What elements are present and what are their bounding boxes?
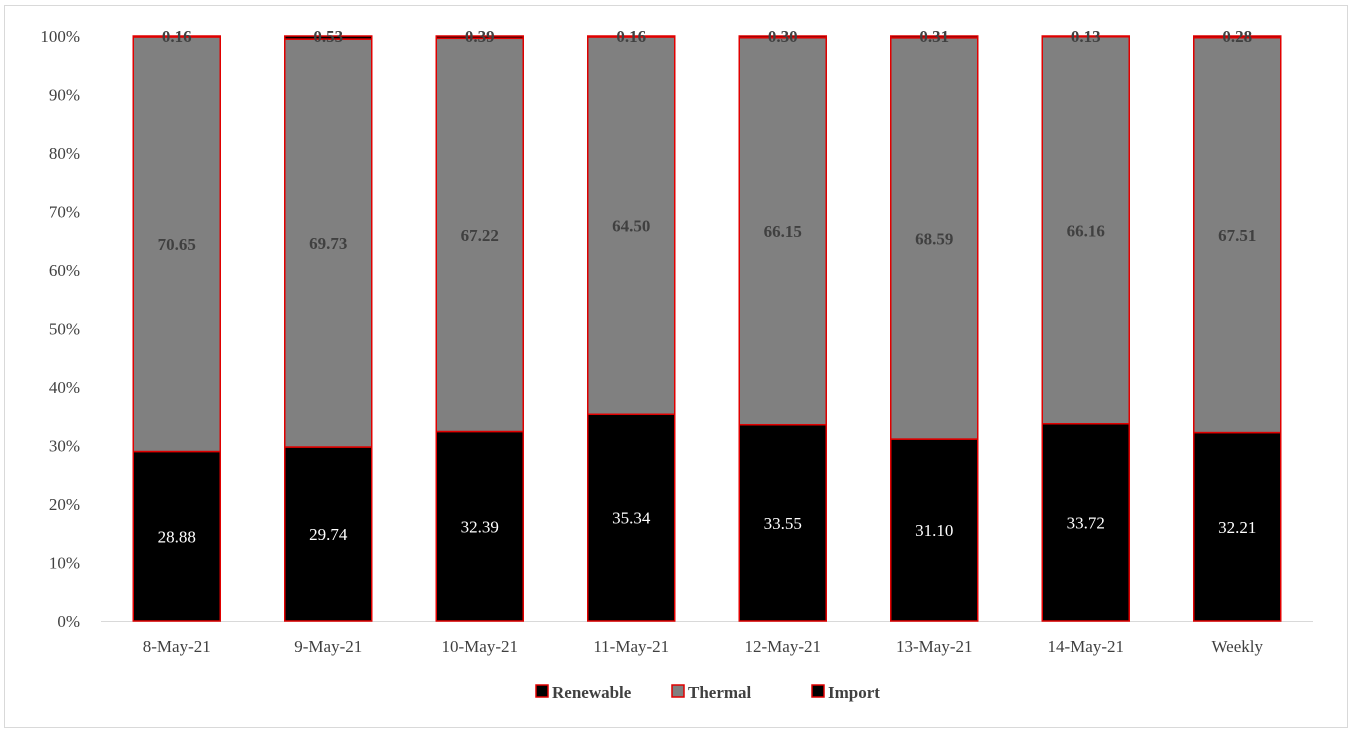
bar-segment-import [132, 35, 221, 38]
legend-swatch-renewable [535, 684, 549, 698]
data-labels: 28.88 70.65 0.16 29.74 69.73 0.53 32.39 67.22 0.… [158, 27, 1257, 546]
bar-segment-thermal [890, 37, 979, 440]
y-tick-label: 10% [49, 554, 80, 573]
data-label-thermal: 66.16 [1067, 221, 1105, 240]
bar-segment-import [435, 35, 524, 40]
bar-segment-import [1193, 35, 1282, 39]
x-tick-label: 11-May-21 [593, 637, 669, 656]
y-axis: 0% 10% 20% 30% 40% 50% 60% 70% 80% 90% 100% [40, 27, 80, 631]
bar-segment-renewable [284, 446, 373, 622]
bar-segment-import [1041, 35, 1130, 38]
bar-segment-import [284, 35, 373, 40]
y-tick-label: 80% [49, 144, 80, 163]
data-label-renewable: 32.39 [461, 517, 499, 536]
x-tick-label: 12-May-21 [745, 637, 821, 656]
bar-segment-import [587, 35, 676, 38]
y-tick-label: 50% [49, 320, 80, 339]
data-label-import: 0.30 [768, 27, 798, 46]
data-label-import: 0.13 [1071, 27, 1101, 46]
bar-segment-import [738, 35, 827, 39]
bar-segment-thermal [1193, 36, 1282, 434]
x-axis: 8-May-21 9-May-21 10-May-21 11-May-21 12-May… [101, 621, 1313, 656]
y-tick-label: 90% [49, 86, 80, 105]
y-tick-label: 100% [40, 27, 80, 46]
bar-segment-thermal [1041, 36, 1130, 425]
data-label-thermal: 69.73 [309, 234, 347, 253]
data-label-renewable: 32.21 [1218, 518, 1256, 537]
bar-segment-renewable [1193, 431, 1282, 622]
y-tick-label: 20% [49, 495, 80, 514]
bar-segment-renewable [132, 450, 221, 622]
data-label-renewable: 33.55 [764, 514, 802, 533]
data-label-import: 0.16 [162, 27, 192, 46]
x-tick-label: 14-May-21 [1048, 637, 1124, 656]
data-label-thermal: 67.22 [461, 226, 499, 245]
bar-segment-thermal [284, 38, 373, 448]
x-tick-label: Weekly [1212, 637, 1264, 656]
data-label-import: 0.31 [919, 27, 949, 46]
legend-swatch-thermal [671, 684, 685, 698]
bar-segment-import [890, 35, 979, 39]
data-label-renewable: 28.88 [158, 527, 196, 546]
bar-segment-thermal [587, 36, 676, 416]
legend-label-import: Import [828, 683, 880, 702]
y-tick-label: 40% [49, 378, 80, 397]
bar-segment-thermal [738, 37, 827, 426]
x-tick-label: 8-May-21 [143, 637, 211, 656]
y-tick-label: 30% [49, 437, 80, 456]
y-tick-label: 60% [49, 261, 80, 280]
data-label-thermal: 67.51 [1218, 226, 1256, 245]
y-tick-label: 0% [57, 612, 80, 631]
data-label-thermal: 68.59 [915, 229, 953, 248]
legend: Renewable Thermal Import [535, 683, 880, 702]
data-label-thermal: 64.50 [612, 217, 650, 236]
x-tick-label: 10-May-21 [442, 637, 518, 656]
data-label-thermal: 70.65 [158, 235, 196, 254]
bar-segment-renewable [587, 413, 676, 622]
bar-segment-renewable [435, 430, 524, 622]
legend-swatch-import [811, 684, 825, 698]
legend-label-renewable: Renewable [552, 683, 632, 702]
data-label-renewable: 33.72 [1067, 513, 1105, 532]
legend-label-thermal: Thermal [688, 683, 752, 702]
x-tick-label: 9-May-21 [294, 637, 362, 656]
data-label-import: 0.53 [313, 27, 343, 46]
x-tick-label: 13-May-21 [896, 637, 972, 656]
data-label-renewable: 31.10 [915, 521, 953, 540]
y-tick-label: 70% [49, 203, 80, 222]
data-label-renewable: 29.74 [309, 525, 348, 544]
bar-segment-renewable [890, 438, 979, 622]
bars [132, 35, 1282, 622]
data-label-thermal: 66.15 [764, 222, 802, 241]
data-label-import: 0.39 [465, 27, 495, 46]
bar-segment-thermal [435, 37, 524, 433]
data-label-renewable: 35.34 [612, 509, 651, 528]
data-label-import: 0.16 [616, 27, 646, 46]
data-label-import: 0.28 [1222, 27, 1252, 46]
